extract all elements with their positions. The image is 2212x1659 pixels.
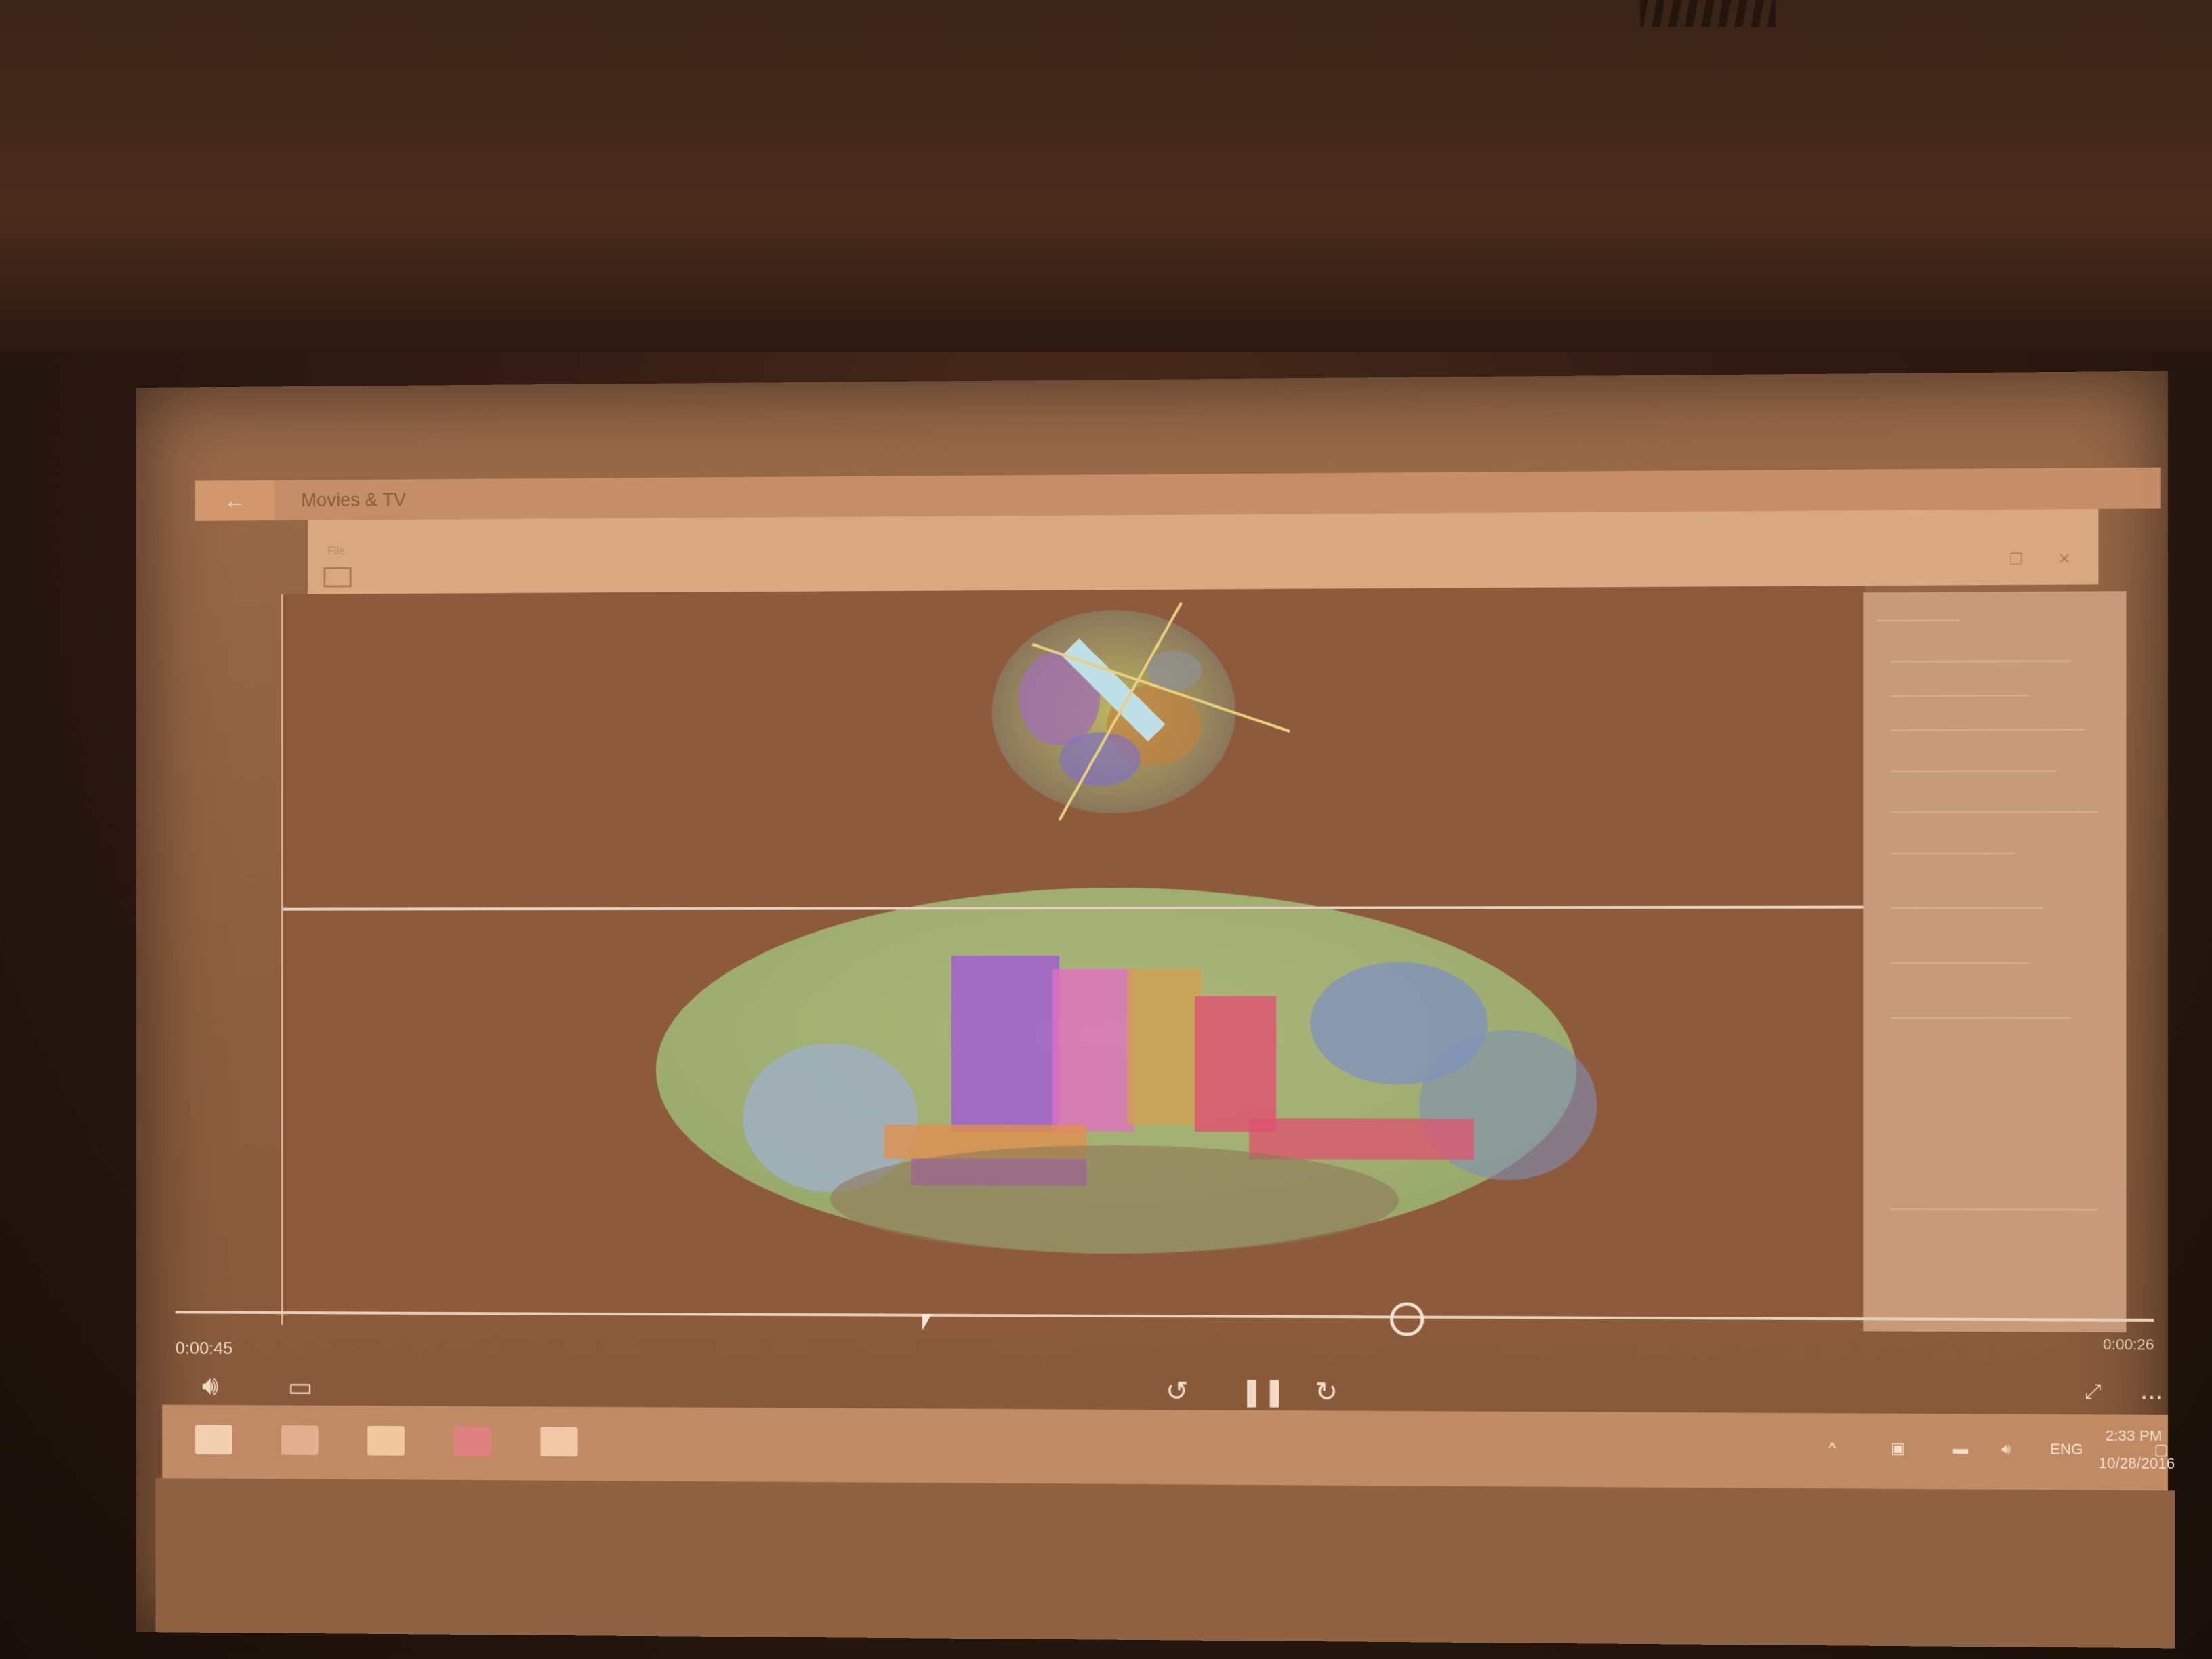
battery-icon[interactable]: ▬: [1953, 1440, 1968, 1458]
speaker-icon[interactable]: 🔊︎: [202, 1371, 219, 1401]
window-controls: ❐ ✕: [2009, 550, 2070, 569]
fullscreen-icon[interactable]: ⤢: [2085, 1380, 2102, 1404]
file-explorer-icon[interactable]: [367, 1426, 405, 1456]
flat-map-model: [656, 887, 1597, 1255]
remaining-time: 0:00:26: [2103, 1336, 2154, 1354]
volume-tray-icon[interactable]: 🔊︎: [2001, 1440, 2011, 1458]
pause-icon[interactable]: ❚❚: [1240, 1376, 1286, 1408]
taskbar: ^ ▣ ▬ 🔊︎ ENG 2:33 PM 10/28/2016 ▢: [162, 1405, 2168, 1491]
screen-lower-area: [155, 1478, 2175, 1648]
forward-icon[interactable]: ↻: [1315, 1376, 1338, 1408]
back-button[interactable]: ←: [195, 480, 274, 521]
room-ceiling: [0, 0, 2212, 352]
3d-viewport[interactable]: [281, 586, 1865, 1331]
inner-title-bar: File ❐ ✕: [308, 509, 2098, 594]
notification-icon[interactable]: ▢: [2154, 1441, 2168, 1458]
brain-render: [283, 586, 1865, 1331]
captions-icon[interactable]: ▭: [288, 1372, 313, 1403]
app-title: Movies & TV: [301, 489, 406, 511]
restore-icon[interactable]: ❐: [2009, 550, 2023, 568]
more-button[interactable]: ...: [2140, 1375, 2163, 1406]
chevron-up-icon[interactable]: ^: [1828, 1439, 1836, 1457]
properties-panel: [1863, 591, 2126, 1332]
powerpoint-icon[interactable]: [454, 1427, 491, 1456]
horizon-line: [283, 907, 1865, 909]
elapsed-time: 0:00:45: [176, 1338, 233, 1359]
task-view-icon[interactable]: [281, 1425, 319, 1455]
start-icon[interactable]: [195, 1425, 232, 1454]
sphere-model: [992, 602, 1290, 821]
menu-item-file[interactable]: File: [327, 546, 344, 558]
close-icon[interactable]: ✕: [2058, 550, 2071, 568]
inner-menu-bar: File: [327, 546, 344, 558]
seek-thumb[interactable]: [1390, 1302, 1424, 1336]
network-icon[interactable]: ▣: [1891, 1439, 1905, 1457]
projection-screen: ← Movies & TV File ❐ ✕: [136, 371, 2168, 1649]
layout-icon[interactable]: [323, 567, 351, 588]
recorded-window: File ❐ ✕: [308, 508, 2212, 1333]
rewind-icon[interactable]: ↺: [1166, 1376, 1189, 1407]
ceiling-vent: [1640, 0, 1776, 27]
movies-tv-icon[interactable]: [540, 1427, 577, 1456]
lang-indicator[interactable]: ENG: [2050, 1440, 2083, 1458]
mouse-cursor-icon: [922, 1314, 932, 1330]
